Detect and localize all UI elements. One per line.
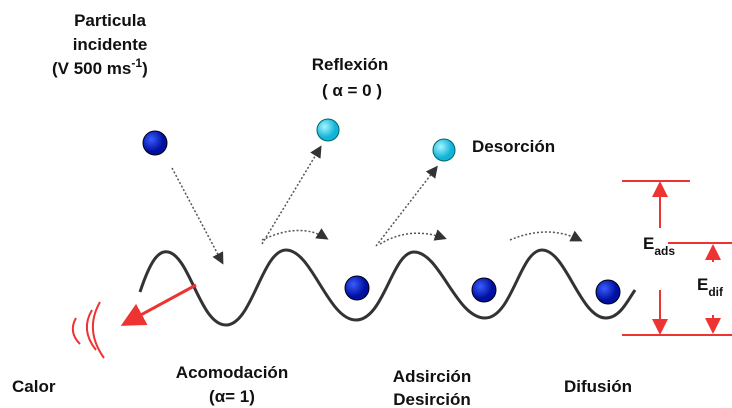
label: (α= 1) — [209, 387, 255, 406]
label: Acomodación — [176, 363, 288, 382]
label-part: ) — [142, 59, 148, 78]
label-part: (V 500 ms — [52, 59, 131, 78]
label: Desirción — [393, 390, 470, 408]
diagram: Particula incidente (V 500 ms-1) Reflexi… — [0, 0, 732, 408]
particle — [433, 139, 455, 161]
trajectories — [172, 148, 580, 262]
energy-scale — [622, 181, 732, 335]
label-part: ads — [654, 244, 675, 258]
label-part: E — [643, 234, 654, 253]
label: ( α = 0 ) — [322, 81, 382, 100]
particle — [345, 276, 369, 300]
label: Particula — [74, 11, 146, 30]
label: Eads — [643, 234, 675, 258]
label: (V 500 ms-1) — [52, 56, 148, 78]
heat-arrow — [126, 285, 196, 323]
particle — [143, 131, 167, 155]
particle — [596, 280, 620, 304]
label: Edif — [697, 275, 724, 299]
label: Reflexión — [312, 55, 389, 74]
particle — [472, 278, 496, 302]
label-part: E — [697, 275, 708, 294]
label-part: -1 — [131, 56, 142, 70]
label: incidente — [73, 35, 148, 54]
label-part: dif — [708, 285, 724, 299]
particle — [317, 119, 339, 141]
label: Difusión — [564, 377, 632, 396]
heat-waves — [73, 302, 104, 358]
label: Adsirción — [393, 367, 471, 386]
label: Calor — [12, 377, 56, 396]
surface — [140, 250, 635, 325]
label: Desorción — [472, 137, 555, 156]
